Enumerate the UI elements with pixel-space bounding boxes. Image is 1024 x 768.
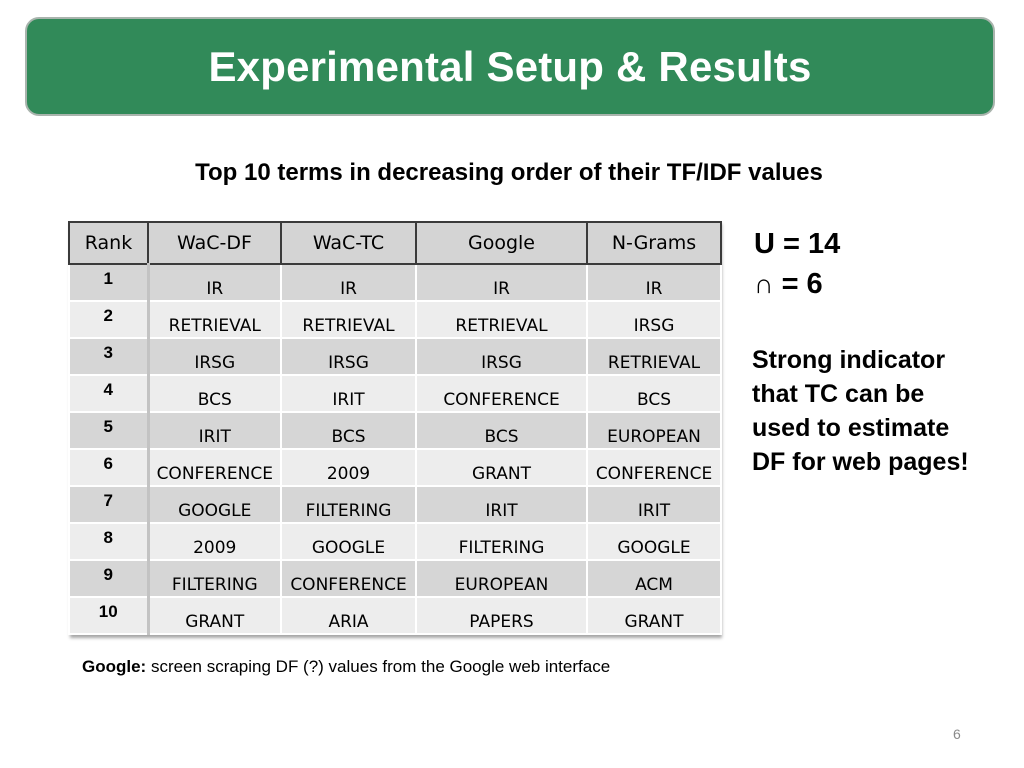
rank-cell: 10 (68, 597, 150, 635)
rank-cell: 9 (68, 560, 150, 598)
rank-cell: 8 (68, 523, 150, 561)
term-cell: BCS (586, 375, 722, 413)
term-cell: 2009 (147, 523, 282, 561)
footnote: Google: screen scraping DF (?) values fr… (82, 657, 610, 677)
term-cell: CONFERENCE (415, 375, 588, 413)
term-cell: 2009 (280, 449, 417, 487)
note-line: used to estimate (752, 414, 950, 442)
term-cell: FILTERING (415, 523, 588, 561)
table-row: 8 2009 GOOGLE FILTERING GOOGLE (68, 523, 722, 561)
term-cell: GOOGLE (280, 523, 417, 561)
intersection-value: = 6 (781, 268, 823, 300)
rank-cell: 2 (68, 301, 150, 339)
term-cell: RETRIEVAL (280, 301, 417, 339)
term-cell: GRANT (586, 597, 722, 635)
term-cell: RETRIEVAL (415, 301, 588, 339)
term-cell: IRIT (147, 412, 282, 450)
term-cell: IRSG (147, 338, 282, 376)
table-row: 1 IR IR IR IR (68, 264, 722, 302)
column-header-rank: Rank (68, 221, 149, 265)
term-cell: EUROPEAN (415, 560, 588, 598)
table-row: 4 BCS IRIT CONFERENCE BCS (68, 375, 722, 413)
rank-cell: 1 (68, 264, 150, 302)
term-cell: IR (280, 264, 417, 302)
term-cell: IRIT (586, 486, 722, 524)
term-cell: IR (147, 264, 282, 302)
footnote-label: Google: (82, 657, 147, 676)
term-cell: CONFERENCE (147, 449, 282, 487)
table-row: 3 IRSG IRSG IRSG RETRIEVAL (68, 338, 722, 376)
term-cell: IRSG (280, 338, 417, 376)
results-table: Rank WaC-DF WaC-TC Google N-Grams 1 IR IR I… (68, 221, 722, 635)
intersection-stat: ∩ = 6 (754, 264, 840, 304)
column-header-wac-tc: WaC-TC (280, 221, 417, 265)
term-cell: FILTERING (147, 560, 282, 598)
rank-cell: 4 (68, 375, 150, 413)
column-header-google: Google (415, 221, 588, 265)
note-line: DF for web pages! (752, 448, 969, 476)
table-header-row: Rank WaC-DF WaC-TC Google N-Grams (68, 221, 722, 265)
term-cell: PAPERS (415, 597, 588, 635)
term-cell: IRIT (415, 486, 588, 524)
column-header-n-grams: N-Grams (586, 221, 722, 265)
rank-cell: 3 (68, 338, 150, 376)
union-symbol: U (754, 228, 775, 260)
term-cell: IRSG (586, 301, 722, 339)
union-stat: U = 14 (754, 224, 840, 264)
footnote-text: screen scraping DF (?) values from the G… (146, 657, 611, 676)
term-cell: GRANT (147, 597, 282, 635)
union-value: = 14 (783, 228, 841, 260)
term-cell: ACM (586, 560, 722, 598)
rank-cell: 5 (68, 412, 150, 450)
term-cell: BCS (280, 412, 417, 450)
term-cell: IRSG (415, 338, 588, 376)
term-cell: IR (415, 264, 588, 302)
results-table-wrapper: Rank WaC-DF WaC-TC Google N-Grams 1 IR IR I… (68, 221, 722, 635)
term-cell: GRANT (415, 449, 588, 487)
term-cell: ARIA (280, 597, 417, 635)
intersection-symbol: ∩ (754, 269, 774, 299)
page-number: 6 (953, 726, 961, 742)
term-cell: RETRIEVAL (147, 301, 282, 339)
table-body: 1 IR IR IR IR 2 RETRIEVAL RETRIEVAL RETRIEVAL IRS… (68, 264, 722, 635)
term-cell: EUROPEAN (586, 412, 722, 450)
term-cell: RETRIEVAL (586, 338, 722, 376)
table-row: 9 FILTERING CONFERENCE EUROPEAN ACM (68, 560, 722, 598)
title-bar: Experimental Setup & Results (25, 17, 995, 116)
table-row: 10 GRANT ARIA PAPERS GRANT (68, 597, 722, 635)
column-header-wac-df: WaC-DF (147, 221, 282, 265)
table-row: 5 IRIT BCS BCS EUROPEAN (68, 412, 722, 450)
term-cell: BCS (415, 412, 588, 450)
slide-title: Experimental Setup & Results (208, 42, 812, 90)
rank-cell: 7 (68, 486, 150, 524)
table-row: 2 RETRIEVAL RETRIEVAL RETRIEVAL IRSG (68, 301, 722, 339)
term-cell: IR (586, 264, 722, 302)
term-cell: CONFERENCE (586, 449, 722, 487)
term-cell: CONFERENCE (280, 560, 417, 598)
table-row: 7 GOOGLE FILTERING IRIT IRIT (68, 486, 722, 524)
conclusion-note: Strong indicator that TC can be used to … (752, 343, 1012, 479)
term-cell: FILTERING (280, 486, 417, 524)
term-cell: GOOGLE (586, 523, 722, 561)
rank-cell: 6 (68, 449, 150, 487)
term-cell: BCS (147, 375, 282, 413)
note-line: Strong indicator (752, 346, 946, 374)
table-row: 6 CONFERENCE 2009 GRANT CONFERENCE (68, 449, 722, 487)
note-line: that TC can be (752, 380, 925, 408)
slide-subtitle: Top 10 terms in decreasing order of thei… (195, 159, 823, 186)
term-cell: GOOGLE (147, 486, 282, 524)
set-stats: U = 14 ∩ = 6 (754, 224, 840, 304)
term-cell: IRIT (280, 375, 417, 413)
